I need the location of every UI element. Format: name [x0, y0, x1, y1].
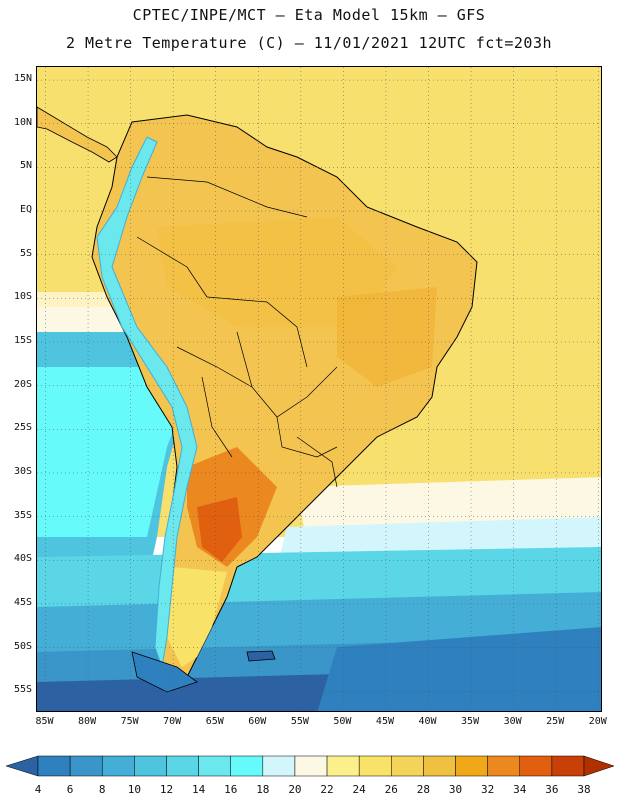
lon-tick-label: 60W — [248, 716, 267, 727]
color-legend — [5, 755, 615, 777]
lat-tick-label: 35S — [13, 509, 32, 521]
lon-tick-label: 75W — [120, 716, 139, 727]
lon-tick-label: 85W — [35, 716, 54, 727]
lon-tick-label: 20W — [588, 716, 607, 727]
lat-tick-label: 40S — [13, 553, 32, 565]
lon-tick-label: 65W — [205, 716, 224, 727]
central-america-land — [37, 106, 118, 163]
legend-swatch — [134, 755, 167, 777]
legend-tick-label: 34 — [513, 783, 527, 796]
legend-swatch — [166, 755, 199, 777]
argentina-hottest-core — [197, 497, 242, 562]
pacific-cold-inner — [37, 367, 197, 537]
lat-tick-label: 15N — [13, 73, 32, 85]
lon-tick-label: 40W — [418, 716, 437, 727]
legend-swatch — [326, 755, 360, 777]
lat-tick-label: 55S — [13, 684, 32, 696]
legend-tick-label: 36 — [545, 783, 559, 796]
legend-tick-label: 26 — [384, 783, 398, 796]
lat-tick-label: 25S — [13, 422, 32, 434]
legend-tick-label: 10 — [127, 783, 141, 796]
legend-arrow-high — [583, 755, 615, 777]
legend-swatch — [358, 755, 392, 777]
lat-tick-label: 20S — [13, 378, 32, 390]
legend-swatch — [37, 755, 71, 777]
legend-tick-label: 32 — [481, 783, 495, 796]
lat-tick-label: 10S — [13, 291, 32, 303]
lon-tick-label: 45W — [375, 716, 394, 727]
legend-swatch — [262, 755, 296, 777]
legend-swatch — [487, 755, 521, 777]
legend-tick-label: 22 — [320, 783, 334, 796]
legend-swatch — [294, 755, 328, 777]
legend-tick-label: 24 — [352, 783, 366, 796]
lat-tick-label: 5N — [19, 160, 32, 172]
lon-tick-label: 50W — [333, 716, 352, 727]
legend-tick-label: 20 — [288, 783, 302, 796]
legend-swatch — [69, 755, 103, 777]
legend-tick-label: 38 — [577, 783, 591, 796]
title-line-2: 2 Metre Temperature (C) – 11/01/2021 12U… — [65, 34, 553, 52]
legend-swatch — [423, 755, 456, 777]
legend-tick-label: 8 — [98, 783, 106, 796]
andes-cold-spine — [96, 136, 198, 668]
legend-tick-label: 28 — [416, 783, 431, 796]
legend-swatch — [230, 755, 264, 777]
temperature-map — [37, 67, 601, 711]
lat-tick-label: 10N — [13, 116, 32, 128]
lat-tick-label: 50S — [13, 640, 32, 652]
legend-tick-label: 12 — [159, 783, 174, 796]
legend-arrow-low — [5, 755, 39, 777]
lon-tick-label: 30W — [503, 716, 522, 727]
legend-tick-label: 18 — [256, 783, 270, 796]
lon-tick-label: 70W — [163, 716, 182, 727]
patagonia-cool-region — [167, 567, 227, 667]
legend-swatch — [551, 755, 585, 777]
legend-tick-label: 16 — [224, 783, 238, 796]
deep-cold-pool — [317, 627, 601, 711]
tierra-del-fuego — [131, 651, 198, 693]
legend-tick-label: 4 — [34, 783, 42, 796]
lon-tick-label: 25W — [546, 716, 565, 727]
lat-tick-label: 5S — [19, 247, 32, 259]
legend-swatch — [101, 755, 135, 777]
legend-swatch — [391, 755, 424, 777]
legend-swatch — [198, 755, 231, 777]
lon-tick-label: 55W — [290, 716, 309, 727]
lat-tick-label: 45S — [13, 596, 32, 608]
legend-swatch — [519, 755, 553, 777]
country-borders — [136, 176, 338, 488]
legend-tick-label: 6 — [66, 783, 74, 796]
lat-tick-label: EQ — [19, 204, 32, 216]
falkland-islands — [246, 650, 276, 662]
lon-tick-label: 35W — [461, 716, 480, 727]
legend-tick-label: 30 — [448, 783, 463, 796]
legend-swatch — [455, 755, 488, 777]
lat-tick-label: 15S — [13, 334, 32, 346]
lon-tick-label: 80W — [78, 716, 97, 727]
legend-tick-label: 14 — [191, 783, 206, 796]
northeast-warm-region — [337, 287, 437, 387]
lat-tick-label: 30S — [13, 465, 32, 477]
title-line-1: CPTEC/INPE/MCT – Eta Model 15km – GFS — [132, 6, 486, 24]
map-panel — [36, 66, 602, 712]
